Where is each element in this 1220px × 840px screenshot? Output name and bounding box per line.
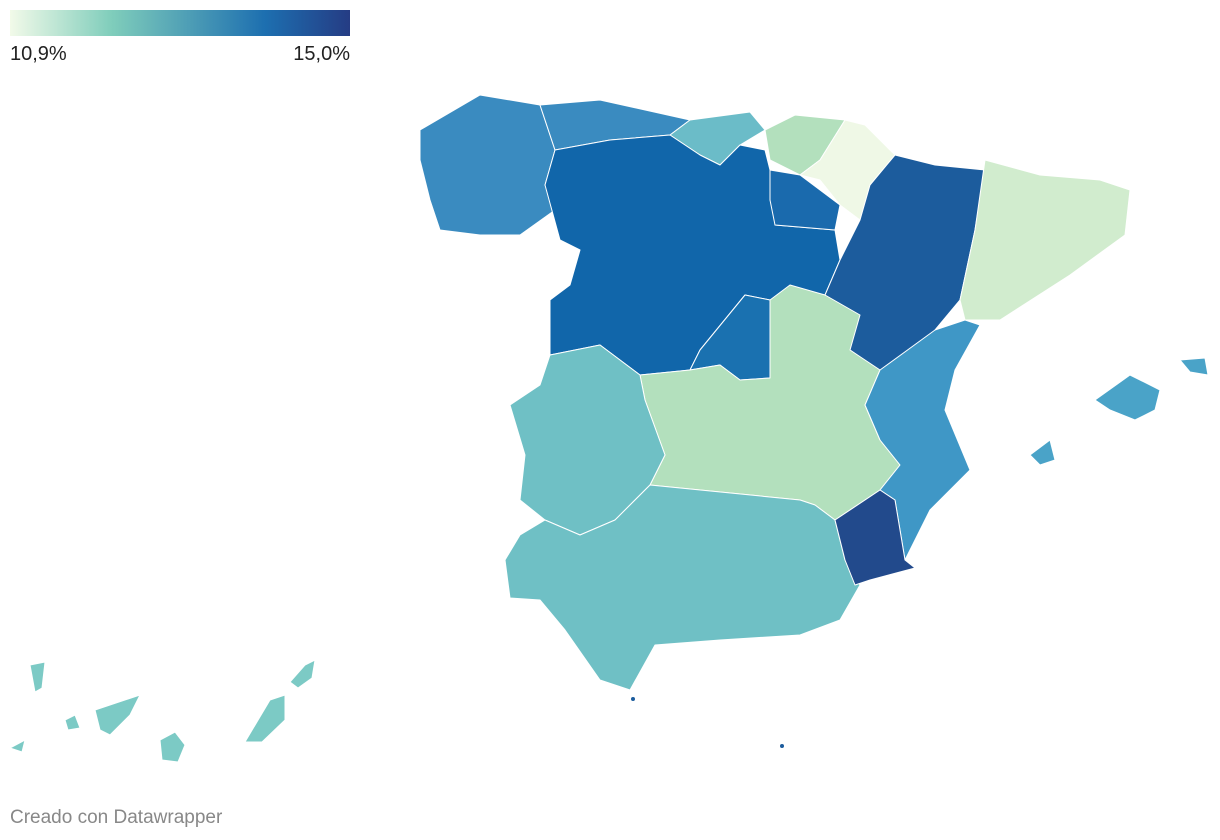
- footer: Creado con Datawrapper: [10, 807, 223, 828]
- region: [9, 739, 26, 753]
- regions: [9, 94, 1209, 763]
- legend-max: 15,0%: [293, 43, 350, 65]
- region: [780, 744, 784, 748]
- region: [769, 169, 841, 231]
- region: [631, 697, 635, 701]
- region: [959, 159, 1131, 321]
- region: [159, 731, 186, 763]
- region: [64, 714, 81, 731]
- region: [94, 694, 141, 736]
- region: [799, 119, 896, 221]
- region: [289, 659, 316, 689]
- region: [504, 484, 861, 691]
- region: [419, 94, 556, 236]
- legend-scale: [10, 10, 350, 36]
- region: [834, 489, 916, 586]
- region: [1029, 439, 1056, 466]
- region: [1094, 374, 1161, 421]
- region: [1179, 357, 1209, 376]
- legend-min: 10,9%: [10, 43, 67, 65]
- region: [29, 661, 46, 693]
- region: [244, 694, 286, 743]
